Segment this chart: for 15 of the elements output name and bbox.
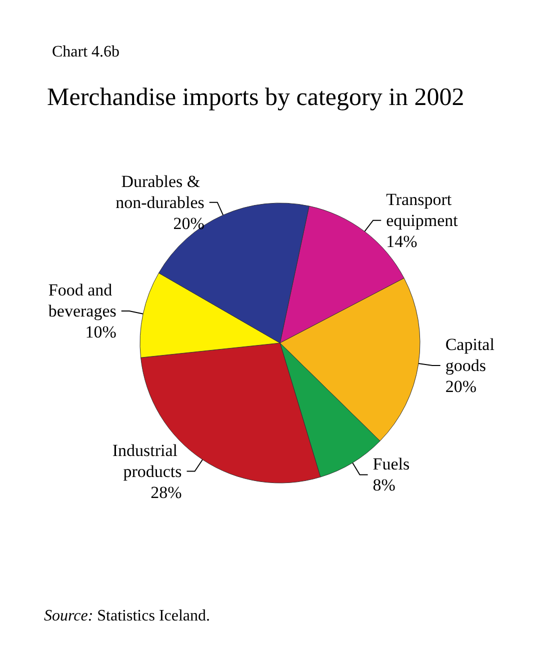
data-label: 8% <box>372 476 396 495</box>
slice-label: Transport equipment <box>386 190 458 230</box>
data-label: 10% <box>85 322 116 342</box>
source-note: Source: Statistics Iceland. <box>44 608 210 624</box>
slice-label: Fuels <box>372 454 410 474</box>
data-label: 20% <box>173 214 204 233</box>
data-label: 14% <box>386 232 418 251</box>
chart-subtitle: Chart 4.6b <box>52 44 120 60</box>
data-label: 20% <box>445 376 477 396</box>
chart-title: Merchandise imports by category in 2002 <box>47 84 464 111</box>
slice-label: Food and beverages <box>48 280 116 320</box>
slice-label: Capital goods <box>445 334 499 375</box>
slice-label: Durables & non-durables <box>116 172 204 212</box>
data-label: 28% <box>150 482 182 502</box>
slice-label: Industrial products <box>112 440 182 481</box>
